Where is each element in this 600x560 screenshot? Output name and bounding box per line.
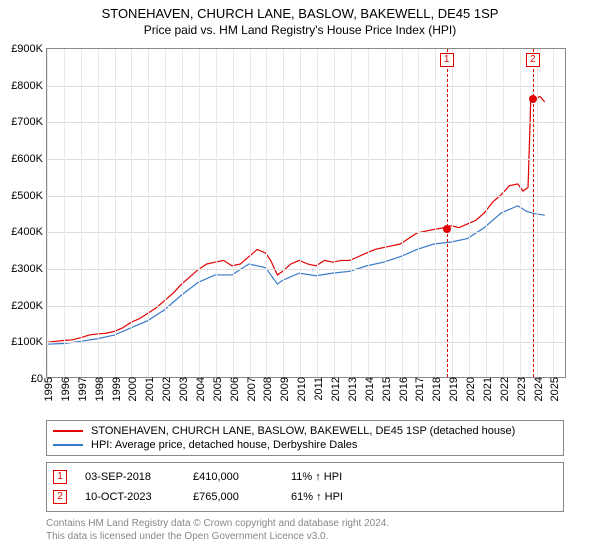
y-axis-tick: £600K (11, 153, 47, 165)
x-axis-tick: 1997 (73, 377, 89, 401)
x-axis-tick: 2000 (123, 377, 139, 401)
x-axis-tick: 1998 (90, 377, 106, 401)
legend-item-hpi: HPI: Average price, detached house, Derb… (53, 438, 557, 452)
x-axis-tick: 1999 (107, 377, 123, 401)
x-axis-tick: 2021 (478, 377, 494, 401)
y-axis-tick: £900K (11, 43, 47, 55)
y-axis-tick: £200K (11, 300, 47, 312)
y-axis-tick: £700K (11, 116, 47, 128)
legend-swatch (53, 444, 83, 446)
event-dot (443, 225, 451, 233)
x-axis-tick: 2014 (360, 377, 376, 401)
x-axis-tick: 2024 (529, 377, 545, 401)
y-axis-tick: £500K (11, 190, 47, 202)
x-axis-tick: 2022 (495, 377, 511, 401)
legend-label: HPI: Average price, detached house, Derb… (91, 439, 357, 451)
x-axis-tick: 2004 (191, 377, 207, 401)
x-axis-tick: 2006 (225, 377, 241, 401)
x-axis-tick: 2005 (208, 377, 224, 401)
x-axis-tick: 2016 (394, 377, 410, 401)
chart-subtitle: Price paid vs. HM Land Registry's House … (0, 23, 600, 37)
y-axis-tick: £100K (11, 336, 47, 348)
x-axis-tick: 2010 (292, 377, 308, 401)
event-row: 2 10-OCT-2023 £765,000 61% ↑ HPI (53, 487, 557, 507)
event-price: £765,000 (193, 491, 273, 503)
x-axis-tick: 2013 (343, 377, 359, 401)
x-axis-tick: 2011 (309, 377, 325, 401)
x-axis-tick: 2007 (242, 377, 258, 401)
x-axis-tick: 1996 (56, 377, 72, 401)
footer-line-1: Contains HM Land Registry data © Crown c… (46, 518, 564, 531)
event-pct: 11% ↑ HPI (291, 471, 371, 483)
legend-label: STONEHAVEN, CHURCH LANE, BASLOW, BAKEWEL… (91, 425, 515, 437)
y-axis-tick: £300K (11, 263, 47, 275)
x-axis-tick: 2015 (377, 377, 393, 401)
event-row: 1 03-SEP-2018 £410,000 11% ↑ HPI (53, 467, 557, 487)
event-date: 03-SEP-2018 (85, 471, 175, 483)
event-marker: 1 (53, 470, 67, 484)
x-axis-tick: 1995 (39, 377, 55, 401)
y-axis-tick: £800K (11, 80, 47, 92)
x-axis-tick: 2008 (258, 377, 274, 401)
event-marker: 1 (440, 53, 454, 67)
event-vline (447, 49, 448, 377)
x-axis-tick: 2023 (512, 377, 528, 401)
x-axis-tick: 2003 (174, 377, 190, 401)
chart-footer: Contains HM Land Registry data © Crown c… (46, 518, 564, 543)
event-date: 10-OCT-2023 (85, 491, 175, 503)
x-axis-tick: 2025 (545, 377, 561, 401)
event-price: £410,000 (193, 471, 273, 483)
x-axis-tick: 2001 (140, 377, 156, 401)
x-axis-tick: 2017 (410, 377, 426, 401)
chart-plot-area: £0£100K£200K£300K£400K£500K£600K£700K£80… (46, 48, 566, 378)
event-dot (529, 95, 537, 103)
chart-legend: STONEHAVEN, CHURCH LANE, BASLOW, BAKEWEL… (46, 420, 564, 456)
y-axis-tick: £400K (11, 226, 47, 238)
chart-title: STONEHAVEN, CHURCH LANE, BASLOW, BAKEWEL… (0, 0, 600, 21)
legend-swatch (53, 430, 83, 432)
x-axis-tick: 2002 (157, 377, 173, 401)
x-axis-tick: 2009 (275, 377, 291, 401)
event-pct: 61% ↑ HPI (291, 491, 371, 503)
x-axis-tick: 2012 (326, 377, 342, 401)
series-line-hpi (47, 206, 545, 344)
event-marker: 2 (526, 53, 540, 67)
events-table: 1 03-SEP-2018 £410,000 11% ↑ HPI 2 10-OCT-202… (46, 462, 564, 512)
legend-item-property: STONEHAVEN, CHURCH LANE, BASLOW, BAKEWEL… (53, 424, 557, 438)
x-axis-tick: 2020 (461, 377, 477, 401)
x-axis-tick: 2018 (427, 377, 443, 401)
x-axis-tick: 2019 (444, 377, 460, 401)
footer-line-2: This data is licensed under the Open Gov… (46, 531, 564, 544)
event-marker: 2 (53, 490, 67, 504)
